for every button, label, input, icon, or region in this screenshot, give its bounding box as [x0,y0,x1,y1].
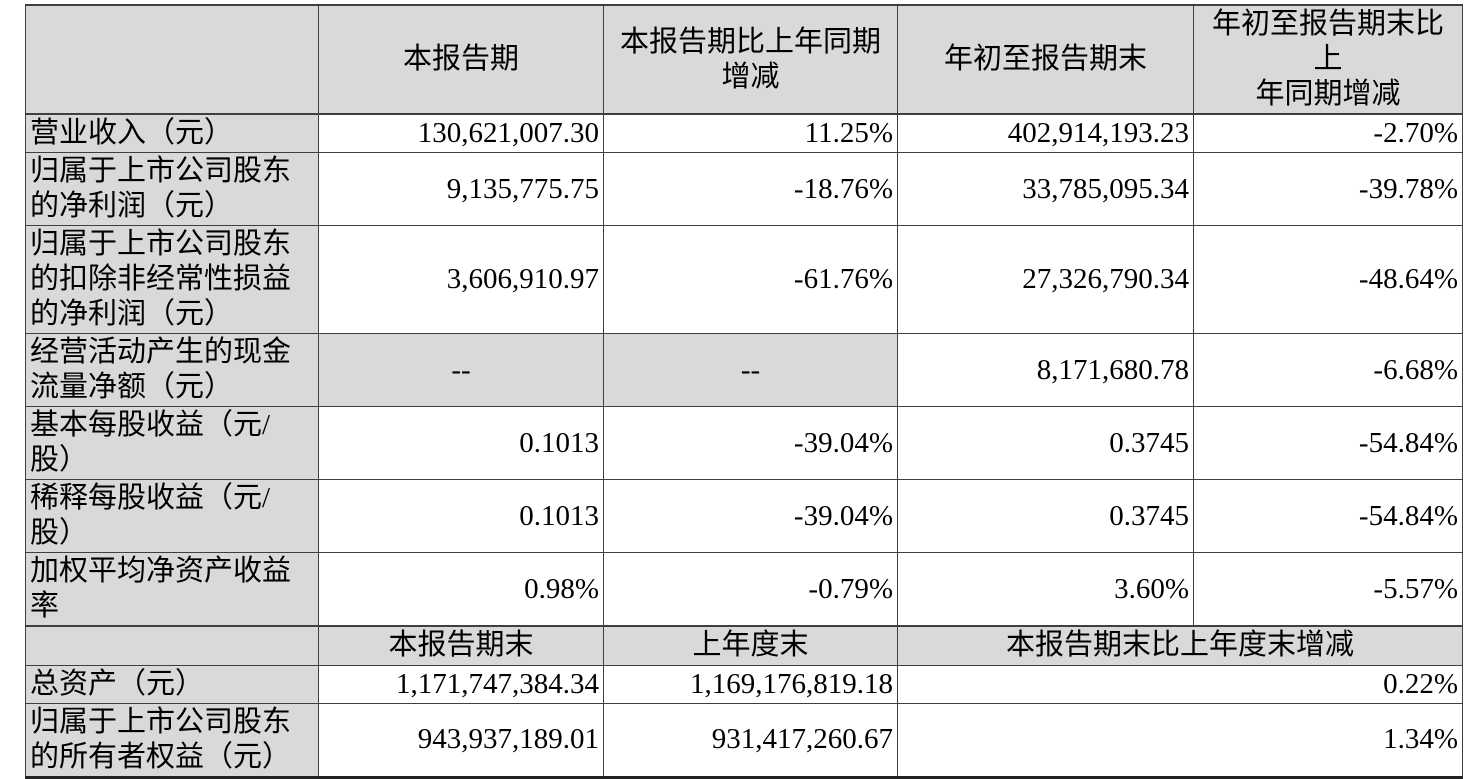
value-year-to-date: 402,914,193.23 [897,113,1194,153]
header-current-period: 本报告期 [318,4,604,115]
value-current-period-end: 1,171,747,384.34 [318,664,604,704]
value-current-period: 130,621,007.30 [318,113,604,153]
metric-label: 总资产（元） [25,664,319,704]
value-year-to-date: 3.60% [897,552,1194,627]
header-ytd-yoy-change: 年初至报告期末比上 年同期增减 [1193,4,1463,115]
header-corner-cell [25,4,319,115]
financial-summary-table: 本报告期 本报告期比上年同期 增减 年初至报告期末 年初至报告期末比上 年同期增… [25,4,1463,779]
value-current-period: -- [318,333,604,407]
table-row-total-assets: 总资产（元） 1,171,747,384.34 1,169,176,819.18… [25,664,1463,704]
table-header-row: 本报告期 本报告期比上年同期 增减 年初至报告期末 年初至报告期末比上 年同期增… [25,4,1463,115]
value-yoy-change: -0.79% [603,552,898,627]
value-yoy-change: 11.25% [603,113,898,153]
value-year-to-date: 8,171,680.78 [897,333,1194,407]
header-prior-year-end: 上年度末 [603,625,898,666]
metric-label: 归属于上市公司股东 的净利润（元） [25,152,319,226]
value-current-period-end: 943,937,189.01 [318,702,604,778]
metric-label: 基本每股收益（元/ 股） [25,406,319,480]
value-year-to-date: 0.3745 [897,406,1194,480]
value-yoy-change: -39.04% [603,406,898,480]
value-yoy-change: -61.76% [603,225,898,334]
value-prior-year-end: 931,417,260.67 [603,702,898,778]
value-year-to-date: 33,785,095.34 [897,152,1194,226]
header-year-to-date: 年初至报告期末 [897,4,1194,115]
value-period-end-change: 0.22% [897,664,1463,704]
value-ytd-yoy-change: -2.70% [1193,113,1463,153]
value-year-to-date: 27,326,790.34 [897,225,1194,334]
value-current-period: 0.98% [318,552,604,627]
value-yoy-change: -18.76% [603,152,898,226]
value-ytd-yoy-change: -54.84% [1193,479,1463,553]
table-row-operating-revenue: 营业收入（元） 130,621,007.30 11.25% 402,914,19… [25,113,1463,153]
table-row-shareholders-equity: 归属于上市公司股东 的所有者权益（元） 943,937,189.01 931,4… [25,702,1463,778]
value-period-end-change: 1.34% [897,702,1463,778]
header-current-period-end: 本报告期末 [318,625,604,666]
value-yoy-change: -39.04% [603,479,898,553]
header-period-end-change: 本报告期末比上年度末增减 [897,625,1463,666]
value-ytd-yoy-change: -5.57% [1193,552,1463,627]
table-row-weighted-avg-roe: 加权平均净资产收益 率 0.98% -0.79% 3.60% -5.57% [25,552,1463,627]
value-ytd-yoy-change: -39.78% [1193,152,1463,226]
value-current-period: 9,135,775.75 [318,152,604,226]
value-current-period: 0.1013 [318,479,604,553]
value-current-period: 3,606,910.97 [318,225,604,334]
period-end-corner-cell [25,625,319,666]
table-row-net-profit: 归属于上市公司股东 的净利润（元） 9,135,775.75 -18.76% 3… [25,152,1463,226]
metric-label: 归属于上市公司股东 的扣除非经常性损益 的净利润（元） [25,225,319,334]
value-ytd-yoy-change: -54.84% [1193,406,1463,480]
table-row-basic-eps: 基本每股收益（元/ 股） 0.1013 -39.04% 0.3745 -54.8… [25,406,1463,480]
value-ytd-yoy-change: -48.64% [1193,225,1463,334]
value-ytd-yoy-change: -6.68% [1193,333,1463,407]
value-current-period: 0.1013 [318,406,604,480]
period-end-header-row: 本报告期末 上年度末 本报告期末比上年度末增减 [25,625,1463,666]
value-year-to-date: 0.3745 [897,479,1194,553]
metric-label: 归属于上市公司股东 的所有者权益（元） [25,702,319,778]
value-prior-year-end: 1,169,176,819.18 [603,664,898,704]
value-yoy-change: -- [603,333,898,407]
table-row-operating-cash-flow: 经营活动产生的现金 流量净额（元） -- -- 8,171,680.78 -6.… [25,333,1463,407]
metric-label: 经营活动产生的现金 流量净额（元） [25,333,319,407]
table-row-net-profit-excl-nonrecurring: 归属于上市公司股东 的扣除非经常性损益 的净利润（元） 3,606,910.97… [25,225,1463,334]
metric-label: 加权平均净资产收益 率 [25,552,319,627]
table-row-diluted-eps: 稀释每股收益（元/ 股） 0.1013 -39.04% 0.3745 -54.8… [25,479,1463,553]
header-yoy-change: 本报告期比上年同期 增减 [603,4,898,115]
metric-label: 营业收入（元） [25,113,319,153]
metric-label: 稀释每股收益（元/ 股） [25,479,319,553]
